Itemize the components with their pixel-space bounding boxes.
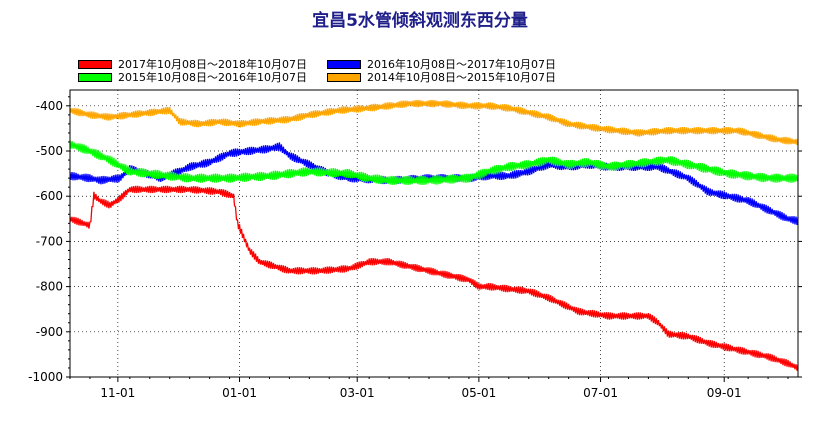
y-tick-label: -800 — [36, 280, 63, 294]
x-tick-label: 01-01 — [222, 386, 257, 400]
series-line-0 — [69, 185, 799, 371]
y-tick-label: -1000 — [28, 370, 63, 384]
y-tick-label: -500 — [36, 144, 63, 158]
series-line-3 — [69, 99, 799, 146]
y-tick-label: -700 — [36, 234, 63, 248]
series-layer — [69, 99, 799, 371]
x-tick-label: 07-01 — [583, 386, 618, 400]
x-tick-label: 09-01 — [707, 386, 742, 400]
y-tick-label: -400 — [36, 99, 63, 113]
y-tick-label: -600 — [36, 189, 63, 203]
x-tick-label: 03-01 — [340, 386, 375, 400]
chart-title: 宜昌5水管倾斜观测东西分量 — [312, 11, 528, 31]
y-tick-label: -900 — [36, 325, 63, 339]
plot-frame — [69, 89, 799, 378]
x-tick-label: 05-01 — [461, 386, 496, 400]
x-tick-label: 11-01 — [100, 386, 135, 400]
series-line-2 — [69, 139, 799, 185]
axes: -400 -500 -600 -700 -800 -900 -1000 11-01 01-01 0… — [28, 96, 802, 400]
